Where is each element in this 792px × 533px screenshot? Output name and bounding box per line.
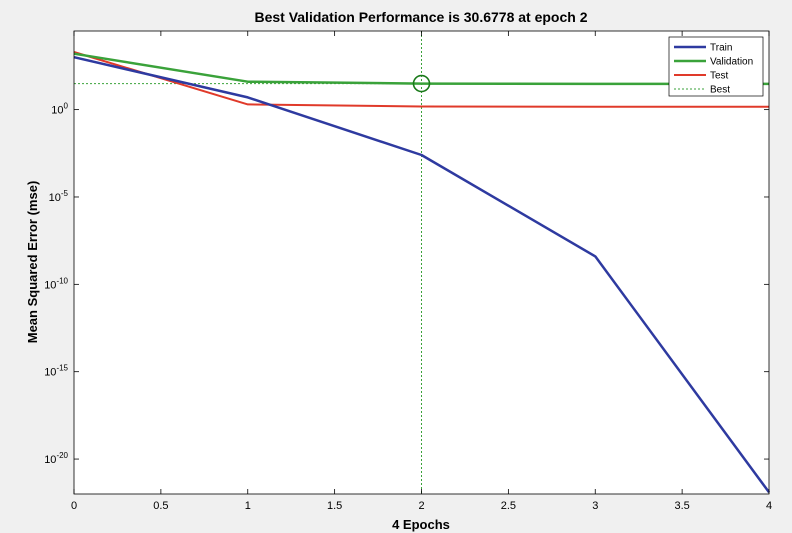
legend-box <box>668 36 764 97</box>
x-tick-label: 2.5 <box>501 500 516 512</box>
x-tick-label: 0 <box>71 500 77 512</box>
series-line-test <box>73 51 770 108</box>
y-tick-label: 10-15 <box>44 364 68 379</box>
x-tick-label: 3 <box>592 500 598 512</box>
series-line-train <box>73 55 771 494</box>
x-tick-label: 1 <box>245 500 251 512</box>
legend-label-validation: Validation <box>710 57 753 68</box>
y-tick-label: 10-10 <box>44 276 68 291</box>
chart-marks <box>73 31 771 494</box>
best-marker <box>412 74 431 93</box>
y-tick-label: 100 <box>51 102 68 117</box>
y-tick-label: 10-20 <box>44 451 68 466</box>
y-axis-label: Mean Squared Error (mse) <box>25 181 40 344</box>
x-tick-label: 2 <box>418 500 424 512</box>
x-tick-label: 3.5 <box>674 500 689 512</box>
series-line-validation <box>73 52 769 86</box>
y-tick-label: 10-5 <box>49 189 69 204</box>
x-tick-label: 0.5 <box>153 500 168 512</box>
x-tick-label: 1.5 <box>327 500 342 512</box>
legend: Train Validation Test Best <box>668 36 764 97</box>
legend-label-train: Train <box>710 43 732 54</box>
x-tick-label: 4 <box>766 500 772 512</box>
chart-title: Best Validation Performance is 30.6778 a… <box>254 9 587 25</box>
legend-label-best: Best <box>710 85 730 96</box>
legend-label-test: Test <box>710 71 729 82</box>
x-axis-label: 4 Epochs <box>392 517 450 532</box>
